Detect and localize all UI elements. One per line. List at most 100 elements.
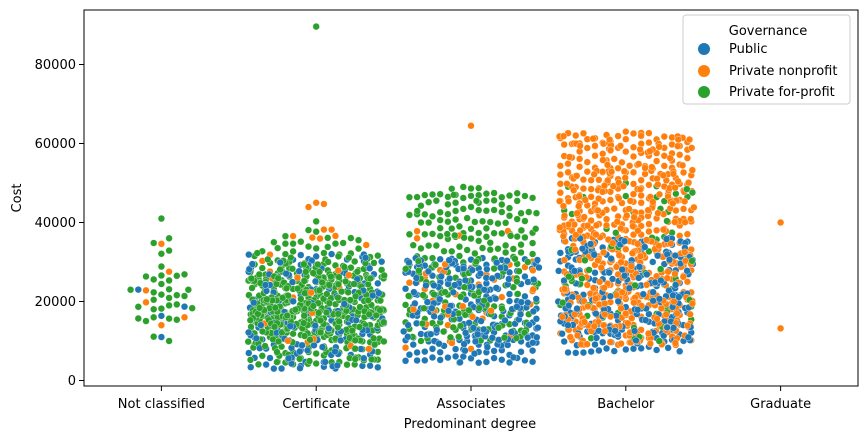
- swarm-point: [634, 240, 642, 248]
- swarm-point: [165, 247, 173, 255]
- swarm-point: [561, 285, 569, 293]
- swarm-point: [517, 248, 525, 257]
- swarm-point: [529, 250, 537, 258]
- swarm-point: [482, 197, 490, 205]
- swarm-point: [312, 350, 320, 358]
- swarm-point: [245, 328, 253, 336]
- swarm-point: [513, 278, 521, 286]
- swarm-point: [405, 211, 413, 219]
- swarm-point: [529, 239, 537, 247]
- swarm-point: [635, 263, 643, 271]
- swarm-point: [577, 340, 585, 348]
- swarm-point: [452, 199, 460, 207]
- swarm-point: [405, 193, 413, 201]
- swarm-point: [559, 299, 567, 307]
- swarm-point: [558, 313, 566, 321]
- swarm-point: [583, 168, 591, 176]
- swarm-point: [573, 209, 581, 217]
- swarm-point: [418, 319, 427, 328]
- swarm-point: [364, 296, 372, 304]
- swarm-point: [318, 278, 326, 287]
- swarm-point: [327, 273, 335, 281]
- swarm-point: [334, 280, 343, 288]
- swarm-point: [624, 319, 632, 327]
- swarm-point: [282, 270, 290, 278]
- swarm-point: [565, 153, 573, 161]
- swarm-point: [281, 240, 289, 248]
- swarm-point: [509, 353, 518, 361]
- swarm-point: [599, 150, 607, 158]
- swarm-point: [636, 145, 644, 154]
- swarm-point: [444, 218, 452, 226]
- swarm-point: [649, 258, 657, 266]
- swarm-point: [502, 241, 510, 250]
- swarm-point: [653, 346, 661, 354]
- swarm-point: [449, 323, 457, 331]
- swarm-point: [451, 231, 459, 240]
- swarm-point: [468, 266, 476, 274]
- swarm-point: [617, 258, 625, 266]
- swarm-point: [530, 276, 538, 284]
- swarm-point: [296, 355, 304, 363]
- swarm-point: [467, 203, 475, 211]
- swarm-point: [150, 239, 158, 247]
- swarm-point: [270, 365, 278, 373]
- swarm-point: [421, 356, 429, 364]
- swarm-point: [245, 251, 253, 259]
- swarm-point: [572, 231, 580, 239]
- swarm-point: [505, 275, 513, 283]
- swarm-point: [532, 209, 541, 217]
- swarm-point: [300, 312, 308, 320]
- swarm-point: [324, 258, 332, 266]
- swarm-point: [300, 277, 308, 285]
- swarm-point: [509, 245, 517, 253]
- swarm-point: [425, 198, 433, 206]
- swarm-point: [375, 289, 383, 297]
- swarm-point: [355, 323, 364, 331]
- swarm-point: [524, 299, 532, 307]
- swarm-point: [157, 271, 165, 280]
- swarm-point: [683, 278, 691, 286]
- swarm-point: [521, 217, 529, 225]
- swarm-point: [324, 243, 332, 251]
- swarm-point: [490, 347, 498, 355]
- swarm-point: [419, 291, 427, 299]
- swarm-point: [467, 234, 475, 243]
- swarm-point: [646, 147, 654, 155]
- swarm-point: [247, 363, 255, 371]
- swarm-point: [368, 355, 376, 363]
- swarm-point: [610, 347, 618, 355]
- swarm-point: [622, 245, 630, 253]
- swarm-point: [340, 263, 348, 271]
- swarm-point: [623, 211, 631, 220]
- swarm-point: [452, 352, 460, 360]
- swarm-point: [573, 172, 581, 180]
- swarm-point: [285, 354, 293, 362]
- swarm-point: [576, 163, 584, 171]
- swarm-point: [425, 219, 433, 227]
- swarm-point: [353, 268, 361, 276]
- swarm-point: [467, 122, 475, 130]
- swarm-point: [417, 244, 425, 253]
- swarm-point: [436, 356, 444, 364]
- y-tick-label: 80000: [35, 58, 76, 73]
- swarm-point: [165, 285, 173, 293]
- swarm-point: [362, 241, 370, 249]
- swarm-point: [356, 303, 364, 311]
- swarm-point: [676, 347, 684, 355]
- swarm-point: [534, 324, 542, 332]
- swarm-point: [282, 284, 291, 292]
- swarm-point: [685, 179, 693, 187]
- swarm-point: [657, 276, 665, 285]
- swarm-point: [595, 346, 603, 355]
- swarm-point: [428, 353, 437, 362]
- swarm-point: [400, 327, 408, 336]
- swarm-point: [134, 303, 142, 311]
- swarm-point: [165, 268, 173, 276]
- swarm-point: [501, 316, 509, 324]
- swarm-point: [436, 348, 444, 356]
- swarm-point: [498, 200, 506, 209]
- swarm-point: [585, 266, 593, 274]
- swarm-point: [486, 218, 494, 226]
- swarm-point: [157, 240, 165, 248]
